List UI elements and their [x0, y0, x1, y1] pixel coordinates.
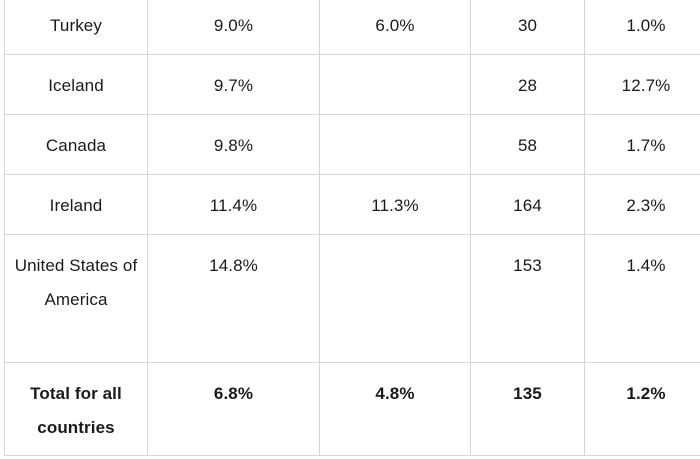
table-cell: 9.7% [147, 54, 320, 115]
table-cell: 153 [470, 234, 585, 363]
table-cell: 58 [470, 114, 585, 175]
table-cell [319, 234, 471, 363]
table-cell: 1.7% [584, 114, 700, 175]
table-cell: 6.0% [319, 0, 471, 55]
table-cell: 9.0% [147, 0, 320, 55]
table-row: Turkey 9.0% 6.0% 30 1.0% [4, 0, 700, 55]
table-cell: 30 [470, 0, 585, 55]
table-cell [319, 54, 471, 115]
total-row: Total for all countries 6.8% 4.8% 135 1.… [4, 362, 700, 456]
table-cell: 12.7% [584, 54, 700, 115]
table-cell: 9.8% [147, 114, 320, 175]
country-cell: United States of America [4, 234, 148, 363]
table-row: Canada 9.8% 58 1.7% [4, 114, 700, 175]
table-cell: 4.8% [319, 362, 471, 456]
table-cell: 6.8% [147, 362, 320, 456]
table-cell: 1.4% [584, 234, 700, 363]
table-cell: 164 [470, 174, 585, 235]
table-cell: 1.0% [584, 0, 700, 55]
table-row: United States of America 14.8% 153 1.4% [4, 234, 700, 363]
table-cell [319, 114, 471, 175]
table-row: Iceland 9.7% 28 12.7% [4, 54, 700, 115]
country-data-table: Turkey 9.0% 6.0% 30 1.0% Iceland 9.7% 28… [4, 0, 700, 456]
total-label-cell: Total for all countries [4, 362, 148, 456]
country-cell: Canada [4, 114, 148, 175]
table-cell: 1.2% [584, 362, 700, 456]
country-cell: Ireland [4, 174, 148, 235]
table-cell: 135 [470, 362, 585, 456]
table-cell: 28 [470, 54, 585, 115]
table-cell: 11.4% [147, 174, 320, 235]
table-cell: 2.3% [584, 174, 700, 235]
table-cell: 11.3% [319, 174, 471, 235]
country-cell: Iceland [4, 54, 148, 115]
country-cell: Turkey [4, 0, 148, 55]
table-cell: 14.8% [147, 234, 320, 363]
table-row: Ireland 11.4% 11.3% 164 2.3% [4, 174, 700, 235]
